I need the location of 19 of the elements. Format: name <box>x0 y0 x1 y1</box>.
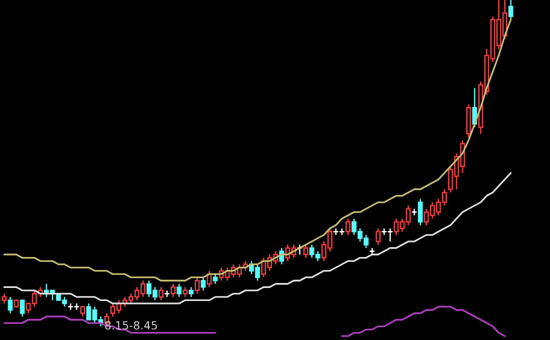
candlestick <box>158 286 164 301</box>
candlestick <box>80 306 86 318</box>
candlestick <box>194 276 200 294</box>
candlestick <box>508 0 514 20</box>
candlestick <box>176 283 182 298</box>
candlestick <box>182 286 188 298</box>
candlestick <box>346 218 350 236</box>
candlestick <box>170 283 176 298</box>
candlestick <box>212 273 218 284</box>
candlestick <box>376 228 381 246</box>
candlestick <box>418 198 423 226</box>
candlestick <box>412 208 417 216</box>
annotation: 8.15-8.45 <box>105 321 157 330</box>
candlestick <box>20 300 25 318</box>
candlestick <box>303 244 308 258</box>
candlestick <box>8 296 13 314</box>
candlestick <box>2 293 7 304</box>
candlestick <box>200 276 206 292</box>
candlestick <box>188 286 194 298</box>
